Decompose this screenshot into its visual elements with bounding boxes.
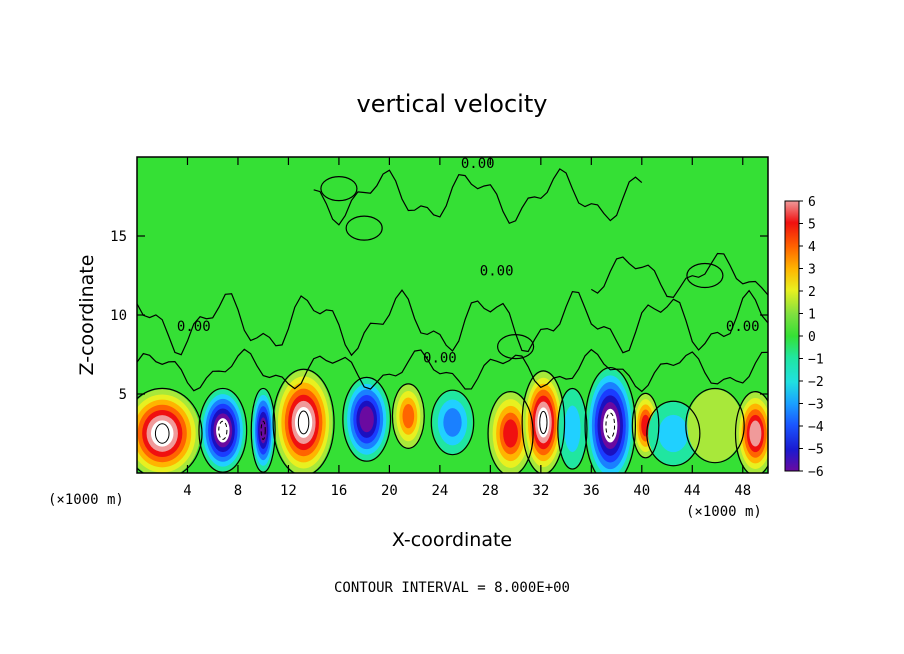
velocity-cell-3 — [251, 389, 275, 472]
cell-contour-13 — [646, 400, 701, 467]
x-tick-label-28: 28 — [482, 483, 499, 499]
zero-contour-loop-1 — [320, 176, 358, 202]
velocity-cell-10 — [558, 389, 587, 469]
cell-contour-4 — [272, 368, 335, 473]
x-tick-label-32: 32 — [532, 483, 549, 499]
cell-contour-11 — [584, 366, 637, 473]
colorbar-tick-label-8: −2 — [808, 375, 824, 390]
cell-contour-6 — [391, 383, 425, 449]
zero-contour-line-2 — [137, 289, 768, 357]
colorbar-gradient — [784, 200, 800, 472]
x-axis-label: X-coordinate — [392, 529, 512, 551]
zero-contour-loop-2 — [345, 215, 383, 241]
cell-contour-10 — [557, 387, 588, 470]
velocity-cell-4 — [274, 370, 333, 473]
velocity-cell-2 — [200, 389, 246, 472]
cell-contour-15 — [734, 391, 768, 473]
zero-contours: 0.00 0.00 0.00 0.00 0.00 — [137, 156, 768, 473]
contour-label-3: 0.00 — [177, 319, 211, 335]
heatmap-field: 0.00 0.00 0.00 0.00 0.00 — [137, 156, 768, 473]
y-axis-label: Z-coordinate — [76, 255, 98, 376]
x-tick-label-8: 8 — [234, 483, 242, 499]
velocity-cell-11 — [586, 368, 635, 473]
cell-contour-2 — [198, 387, 248, 473]
colorbar-tick-label-3: 3 — [808, 263, 816, 278]
zero-contour-loop-4 — [496, 334, 535, 360]
colorbar-tick-label-0: 6 — [808, 195, 816, 210]
x-tick-label-24: 24 — [431, 483, 448, 499]
x-units-left: (×1000 m) — [48, 492, 124, 508]
zero-contour-loop-3 — [686, 262, 724, 289]
colorbar-tick-label-7: −1 — [808, 353, 824, 368]
y-tick-label-5: 5 — [119, 387, 127, 403]
colorbar-tick-label-12: −6 — [808, 465, 824, 480]
zero-contour-line-1 — [137, 348, 768, 393]
colorbar-tick-label-9: −3 — [808, 398, 824, 413]
x-tick-label-40: 40 — [633, 483, 650, 499]
colorbar-tick-label-4: 2 — [808, 285, 816, 300]
velocity-cell-1 — [137, 389, 201, 473]
contour-label-1: 0.00 — [461, 156, 495, 172]
colorbar-ticks: 6 5 4 3 2 1 0 −1 −2 −3 −4 −5 −6 — [799, 195, 824, 480]
cell-contour-1 — [137, 387, 203, 473]
x-tick-label-48: 48 — [734, 483, 751, 499]
velocity-cell-9 — [523, 371, 564, 473]
contour-label-2: 0.00 — [423, 350, 457, 366]
cell-contour-5 — [342, 376, 392, 462]
colorbar-tick-label-1: 5 — [808, 218, 816, 233]
cell-contour-14 — [685, 387, 745, 464]
zero-contour-line-3 — [313, 168, 643, 226]
cell-contour-12 — [631, 392, 660, 459]
x-tick-label-36: 36 — [583, 483, 600, 499]
x-tick-label-4: 4 — [183, 483, 191, 499]
x-tick-label-20: 20 — [381, 483, 398, 499]
x-tick-label-12: 12 — [280, 483, 297, 499]
velocity-cells — [137, 368, 768, 473]
y-tick-label-15: 15 — [110, 229, 127, 245]
colorbar-tick-label-5: 1 — [808, 308, 816, 323]
contour-label-4: 0.00 — [726, 319, 760, 335]
contour-label-5: 0.00 — [480, 264, 514, 280]
cell-contour-7 — [430, 389, 475, 456]
y-axis: 5 10 15 — [110, 229, 768, 403]
x-units-right: (×1000 m) — [686, 504, 762, 520]
cell-contour-8 — [487, 391, 534, 473]
x-tick-label-16: 16 — [330, 483, 347, 499]
velocity-cell-5 — [343, 378, 390, 461]
velocity-cell-8 — [489, 392, 532, 473]
x-axis: 4 8 12 16 20 24 28 32 36 40 44 48 — [183, 157, 751, 499]
velocity-cell-6 — [393, 384, 424, 448]
colorbar-tick-label-6: 0 — [808, 330, 816, 345]
contour-interval-note: CONTOUR INTERVAL = 8.000E+00 — [334, 580, 570, 596]
chart-title: vertical velocity — [357, 90, 548, 118]
colorbar: 6 5 4 3 2 1 0 −1 −2 −3 −4 −5 −6 — [784, 195, 824, 480]
y-tick-label-10: 10 — [110, 308, 127, 324]
velocity-cell-14 — [687, 389, 743, 462]
cell-contour-9 — [521, 370, 566, 473]
x-tick-label-44: 44 — [684, 483, 701, 499]
zero-contour-line-4 — [590, 252, 768, 298]
colorbar-tick-label-2: 4 — [808, 240, 816, 255]
cell-contour-3 — [250, 387, 276, 473]
colorbar-tick-label-11: −5 — [808, 443, 824, 458]
velocity-cell-15 — [736, 392, 768, 473]
colorbar-tick-label-10: −4 — [808, 420, 824, 435]
velocity-cell-7 — [432, 390, 473, 455]
